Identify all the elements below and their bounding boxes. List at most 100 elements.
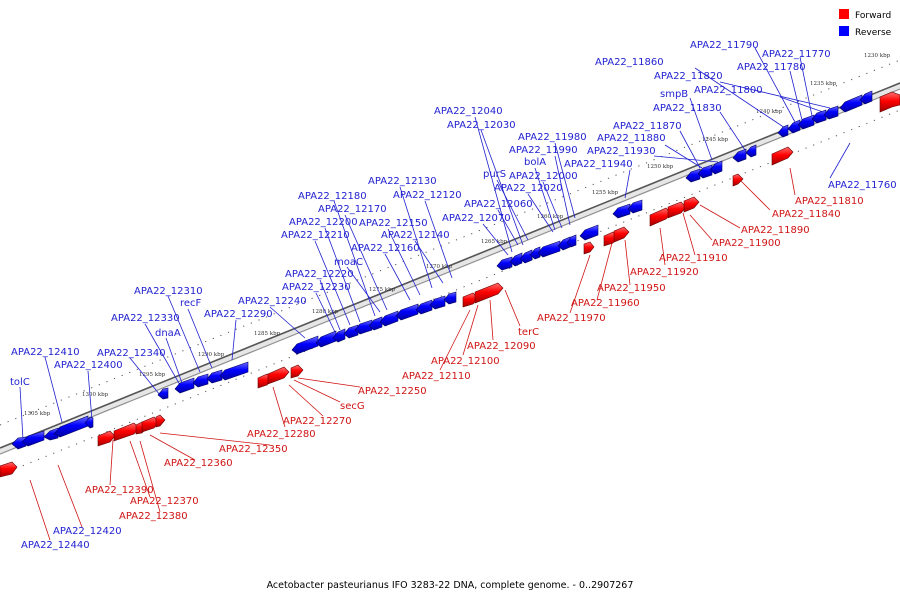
gene-arrow bbox=[113, 422, 140, 442]
gene-label: APA22_12060 bbox=[464, 199, 533, 210]
tick-label: 1290 kbp bbox=[198, 352, 225, 358]
gene-arrow bbox=[613, 226, 630, 243]
gene-label: APA22_12240 bbox=[238, 296, 307, 307]
gene-arrow bbox=[267, 366, 290, 385]
gene-label: APA22_12130 bbox=[368, 176, 437, 187]
gene-label: tolC bbox=[10, 377, 30, 388]
gene-arrow bbox=[612, 203, 631, 219]
reverse-leader-lines bbox=[19, 47, 851, 441]
gene-label: APA22_11910 bbox=[659, 253, 728, 264]
legend: Forward Reverse bbox=[839, 9, 892, 38]
tick-label: 1270 kbp bbox=[426, 264, 453, 270]
gene-label: APA22_12180 bbox=[298, 191, 367, 202]
gene-arrow bbox=[443, 291, 457, 305]
gene-label: APA22_12160 bbox=[351, 243, 420, 254]
gene-label: purS bbox=[483, 169, 506, 180]
gene-label: APA22_11780 bbox=[737, 62, 806, 73]
gene-label: APA22_12250 bbox=[358, 386, 427, 397]
gene-arrow bbox=[732, 148, 747, 163]
tick-label: 1285 kbp bbox=[254, 331, 281, 337]
gene-label: APA22_12410 bbox=[11, 347, 80, 358]
gene-label: APA22_12280 bbox=[247, 429, 316, 440]
gene-label: APA22_12420 bbox=[53, 526, 122, 537]
tick-label: 1295 kbp bbox=[139, 372, 166, 378]
gene-label: APA22_12390 bbox=[85, 485, 154, 496]
gene-arrow bbox=[97, 430, 116, 447]
gene-label: bolA bbox=[524, 157, 546, 168]
gene-arrow bbox=[811, 109, 827, 124]
tick-label: 1260 kbp bbox=[537, 214, 564, 220]
gene-label: APA22_12290 bbox=[204, 309, 273, 320]
gene-label: APA22_12270 bbox=[283, 416, 352, 427]
gene-label: APA22_12340 bbox=[97, 348, 166, 359]
gene-label: APA22_12380 bbox=[119, 511, 188, 522]
gene-label: APA22_12120 bbox=[393, 190, 462, 201]
gene-label: APA22_11820 bbox=[654, 71, 723, 82]
reverse-genes bbox=[11, 90, 873, 450]
gene-label: APA22_11840 bbox=[772, 209, 841, 220]
gene-arrow bbox=[192, 373, 209, 388]
tick-label: 1300 kbp bbox=[82, 392, 109, 398]
gene-label: APA22_11810 bbox=[795, 196, 864, 207]
gene-label: APA22_12040 bbox=[434, 106, 503, 117]
legend-reverse-label: Reverse bbox=[855, 28, 892, 38]
gene-arrow bbox=[732, 173, 744, 187]
gene-arrow bbox=[667, 201, 687, 219]
gene-arrow bbox=[429, 295, 446, 310]
gene-label: APA22_12400 bbox=[54, 360, 123, 371]
gene-label: APA22_11920 bbox=[630, 267, 699, 278]
gene-arrow bbox=[771, 146, 794, 166]
gene-label: APA22_12350 bbox=[219, 444, 288, 455]
gene-arrow bbox=[839, 94, 863, 113]
gene-label: APA22_11990 bbox=[509, 145, 578, 156]
gene-label: APA22_11830 bbox=[653, 103, 722, 114]
tick-label: 1255 kbp bbox=[592, 190, 619, 196]
gene-label: APA22_12150 bbox=[359, 218, 428, 229]
tick-label: 1235 kbp bbox=[810, 81, 837, 87]
gene-arrow bbox=[474, 282, 504, 304]
gene-label: APA22_11880 bbox=[597, 133, 666, 144]
tick-label: 1265 kbp bbox=[481, 239, 508, 245]
tick-label: 1275 kbp bbox=[369, 287, 396, 293]
gene-arrow bbox=[343, 324, 359, 339]
gene-arrow bbox=[157, 387, 169, 400]
gene-arrow bbox=[354, 319, 373, 335]
gene-arrow bbox=[290, 364, 304, 379]
gene-label: APA22_11940 bbox=[564, 159, 633, 170]
gene-label: APA22_12330 bbox=[111, 313, 180, 324]
gene-label: APA22_12000 bbox=[509, 171, 578, 182]
gene-label: APA22_12090 bbox=[467, 341, 536, 352]
gene-label: smpB bbox=[660, 89, 688, 100]
reverse-gene-labels: APA22_11790 APA22_11770 APA22_11780 APA2… bbox=[10, 40, 897, 388]
genome-caption: Acetobacter pasteurianus IFO 3283-22 DNA… bbox=[267, 580, 634, 591]
tick-label: 1245 kbp bbox=[702, 137, 729, 143]
gene-label: APA22_11760 bbox=[828, 180, 897, 191]
gene-arrow bbox=[0, 461, 18, 478]
gene-label: moaC bbox=[334, 257, 363, 268]
gene-arrow bbox=[395, 303, 419, 321]
gene-label: terC bbox=[518, 327, 539, 338]
gene-label: APA22_12310 bbox=[134, 286, 203, 297]
gene-label: APA22_11890 bbox=[741, 225, 810, 236]
gene-label: secG bbox=[340, 401, 365, 412]
gene-arrow bbox=[627, 199, 643, 214]
gene-arrow bbox=[859, 90, 873, 105]
gene-arrow bbox=[777, 124, 789, 138]
gene-arrow bbox=[683, 196, 700, 213]
gene-arrow bbox=[21, 430, 45, 447]
gene-label: APA22_12370 bbox=[130, 496, 199, 507]
gene-arrow bbox=[155, 414, 166, 428]
gene-arrow bbox=[583, 241, 595, 255]
gene-arrow bbox=[823, 105, 839, 120]
forward-genes bbox=[0, 91, 900, 478]
tick-label: 1240 kbp bbox=[756, 109, 783, 115]
forward-leader-lines bbox=[29, 167, 796, 541]
gene-label: APA22_12360 bbox=[164, 458, 233, 469]
gene-label: dnaA bbox=[155, 328, 181, 339]
gene-label: APA22_12230 bbox=[282, 282, 351, 293]
gene-arrow bbox=[797, 114, 815, 130]
gene-label: APA22_11930 bbox=[587, 146, 656, 157]
gene-arrow bbox=[219, 361, 249, 381]
gene-label: APA22_11950 bbox=[597, 283, 666, 294]
